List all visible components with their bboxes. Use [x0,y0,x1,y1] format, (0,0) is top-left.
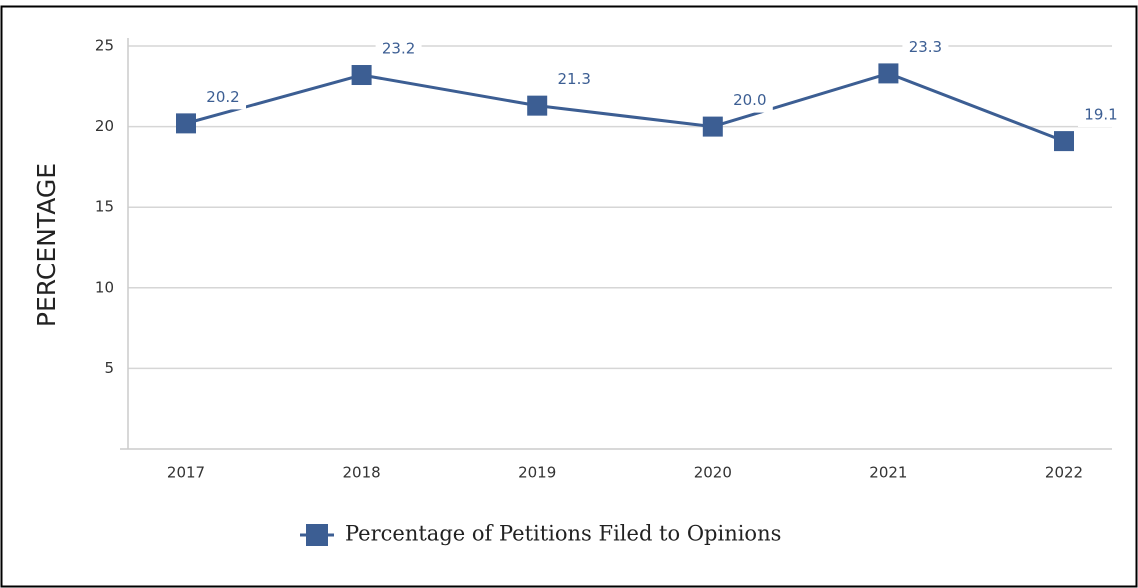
value-label: 21.3 [557,70,590,88]
value-label: 19.1 [1084,106,1117,124]
value-label-bg [200,83,246,110]
y-tick-label: 20 [95,117,114,135]
x-tick-label: 2019 [518,464,556,482]
point [1054,131,1074,152]
x-tick-label: 2020 [694,464,732,482]
y-tick-label: 25 [95,37,114,55]
legend-marker [306,524,328,546]
value-label-bg [551,65,598,92]
value-label-bg [375,35,422,62]
value-label: 20.2 [206,88,239,106]
x-tick-label: 2021 [869,464,907,482]
point [702,116,723,137]
line [185,71,1065,143]
x-tick-label: 2017 [167,464,205,482]
legend-label: Percentage of Petitions Filed to Opinion… [345,522,781,546]
value-label: 23.2 [382,40,415,58]
value-label-bg [726,86,773,113]
point [351,65,372,86]
y-tick-label: 5 [104,359,114,377]
value-label-bg [1078,101,1124,128]
x-tick-label: 2022 [1045,464,1083,482]
frame [0,5,1138,588]
point [878,63,899,84]
y-tick-label: 15 [95,198,114,216]
point [176,113,196,134]
value-label: 20.0 [733,91,766,109]
y-axis-label: PERCENTAGE [32,163,61,327]
x-tick-label: 2018 [343,464,381,482]
value-label: 23.3 [909,38,942,56]
y-tick-label: 10 [95,278,114,296]
value-label-bg [902,33,949,60]
point [527,95,548,116]
